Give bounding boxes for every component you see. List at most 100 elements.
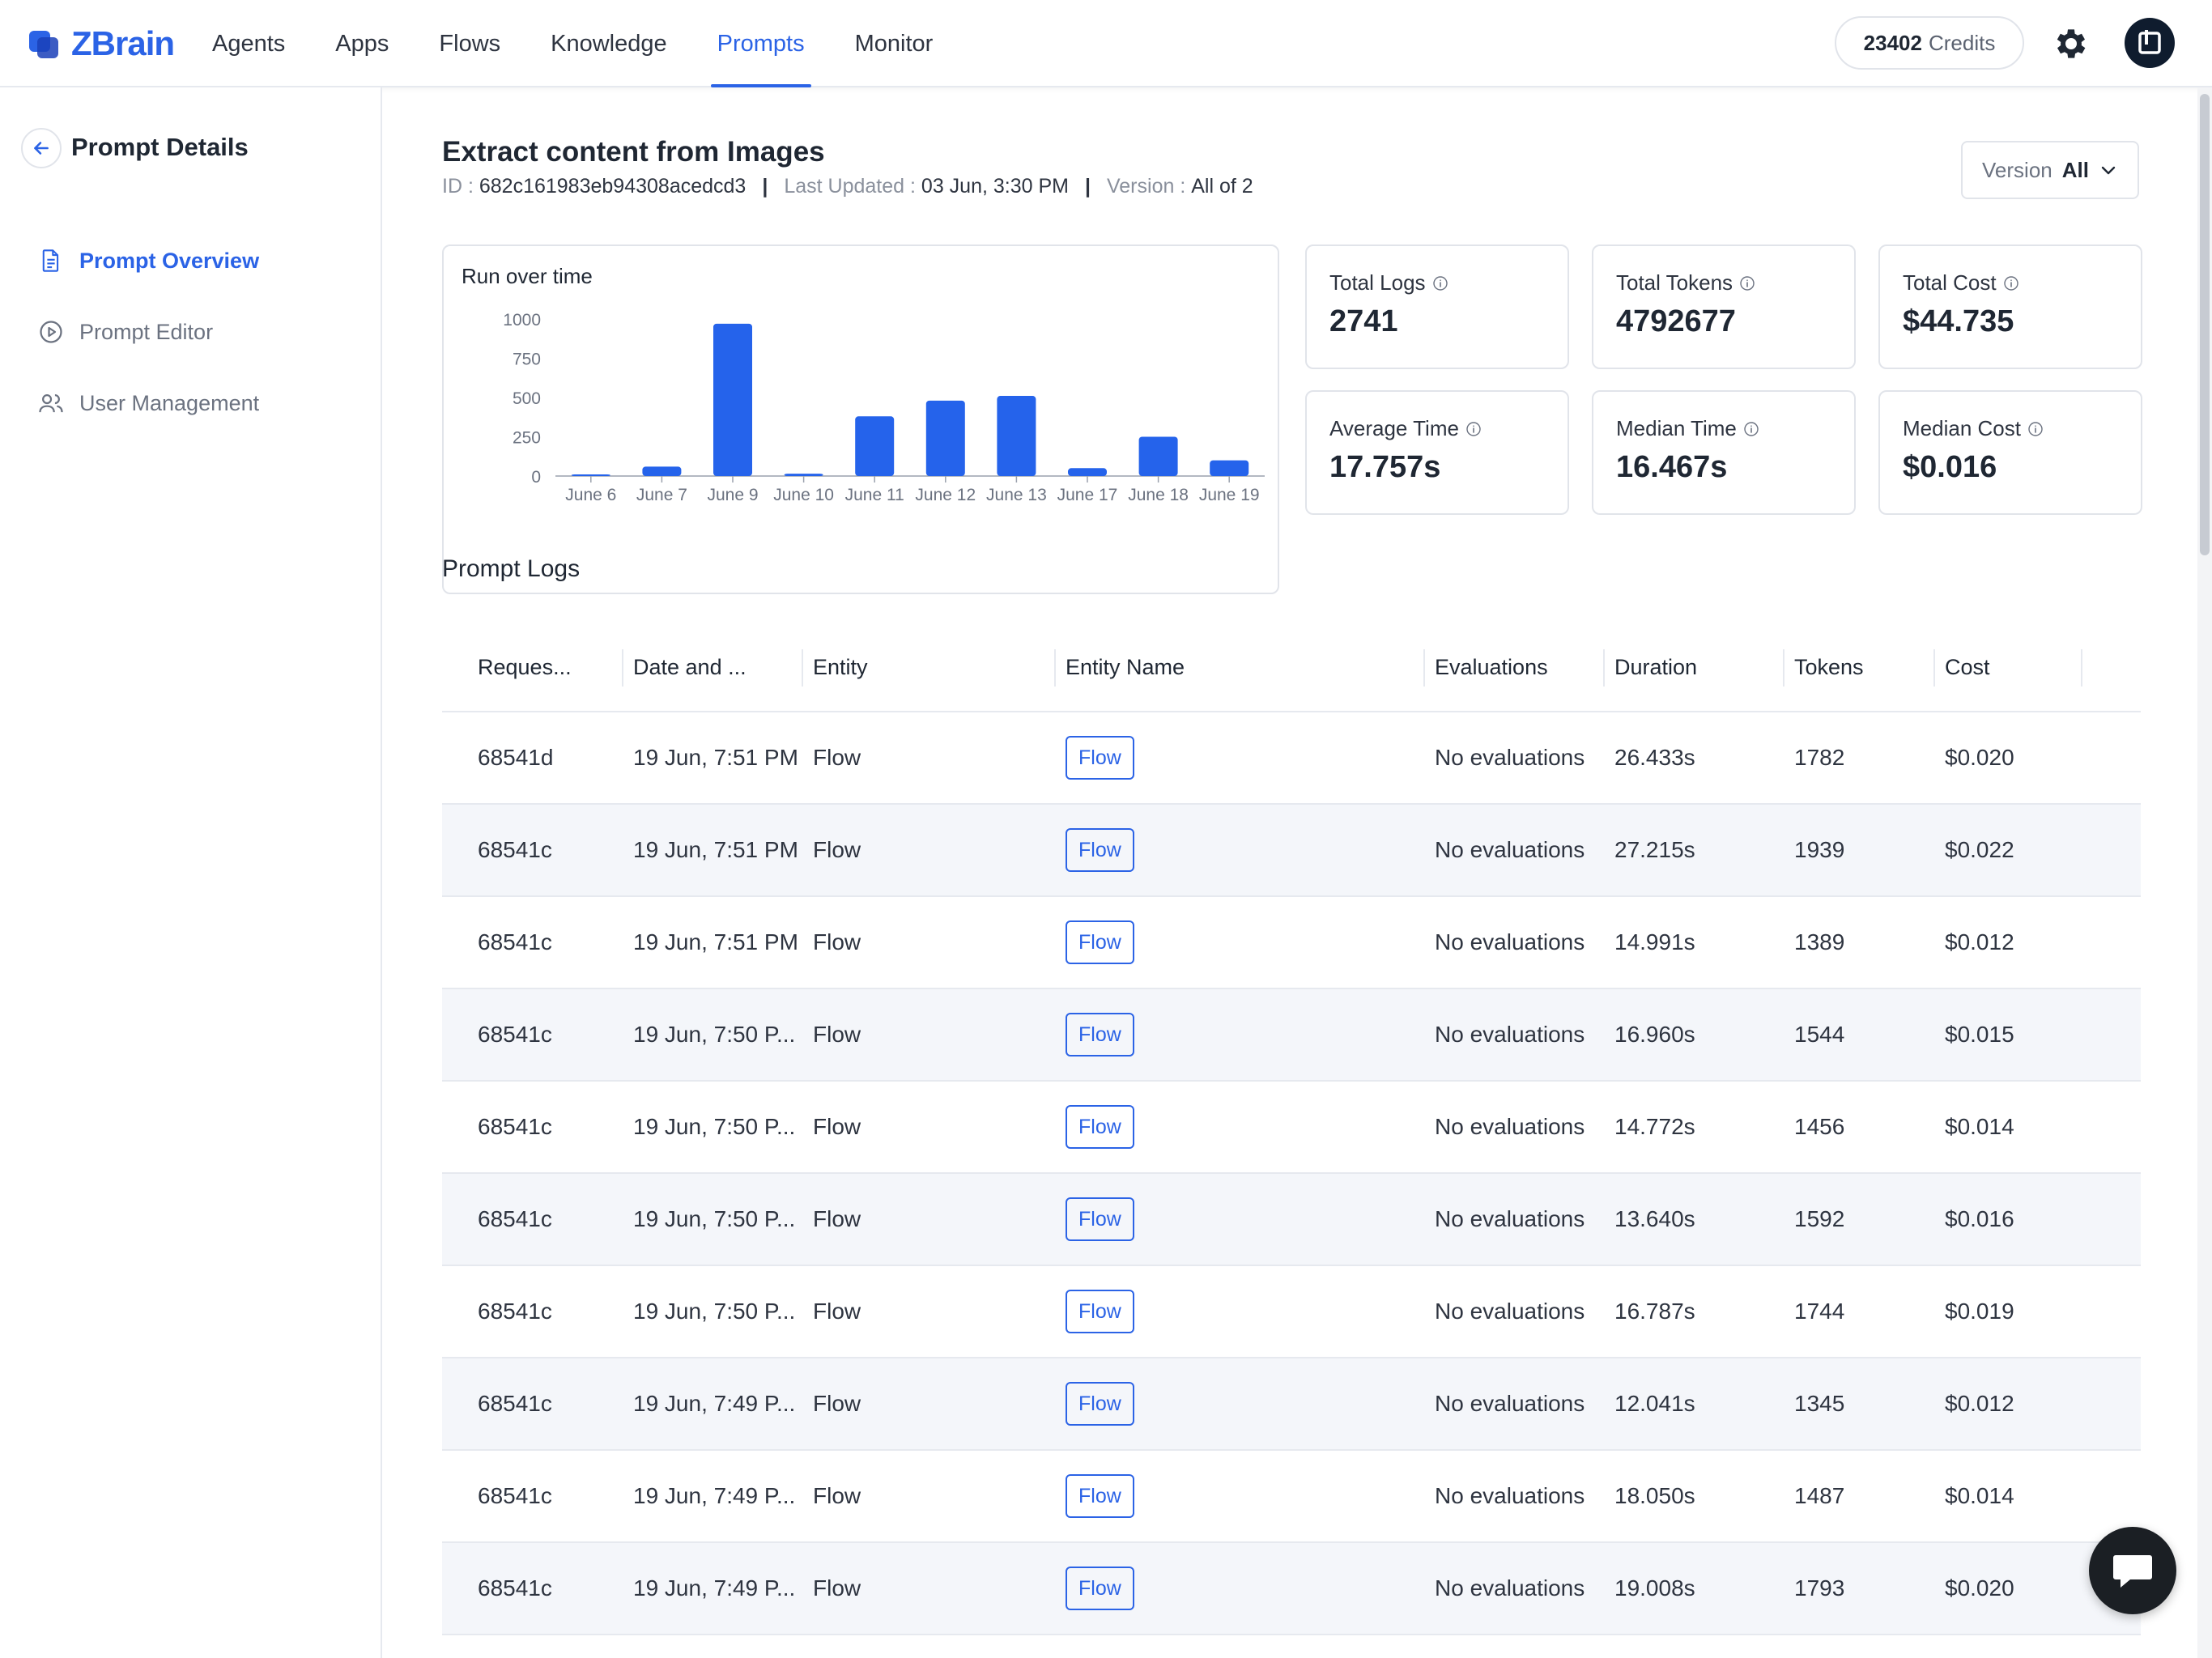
back-button[interactable]: [21, 128, 62, 168]
credits-value: 23402: [1863, 30, 1922, 55]
entity-name-tag[interactable]: Flow: [1066, 1105, 1134, 1149]
bar-june-18[interactable]: [1138, 436, 1178, 477]
column-header-duration[interactable]: Duration: [1614, 654, 1698, 679]
table-row[interactable]: 68541c 19 Jun, 7:49 P... Flow Flow No ev…: [442, 1543, 2141, 1635]
nav-item-prompts[interactable]: Prompts: [710, 0, 811, 87]
table-row[interactable]: 68541c 19 Jun, 7:50 P... Flow Flow No ev…: [442, 1082, 2141, 1174]
version-dropdown-label: Version: [1982, 157, 2052, 182]
cell-entity: Flow: [813, 929, 861, 954]
info-icon[interactable]: [1743, 421, 1759, 437]
info-icon[interactable]: [2003, 275, 2019, 291]
table-row[interactable]: 68541c 19 Jun, 7:50 P... Flow Flow No ev…: [442, 1266, 2141, 1358]
column-header-entity-name[interactable]: Entity Name: [1066, 654, 1185, 679]
bar-june-19[interactable]: [1210, 460, 1249, 476]
column-divider[interactable]: [622, 649, 623, 687]
sidebar-item-prompt-editor[interactable]: Prompt Editor: [37, 314, 213, 350]
stat-median-cost: Median Cost $0.016: [1878, 390, 2142, 515]
table-row[interactable]: 68541c 19 Jun, 7:51 PM Flow Flow No eval…: [442, 897, 2141, 989]
nav-item-knowledge[interactable]: Knowledge: [551, 30, 667, 57]
info-icon[interactable]: [2027, 421, 2044, 437]
nav-item-flows[interactable]: Flows: [439, 30, 501, 57]
bar-june-13[interactable]: [997, 396, 1036, 476]
table-row[interactable]: 68541c 19 Jun, 7:51 PM Flow Flow No eval…: [442, 805, 2141, 897]
sidebar-item-user-management[interactable]: User Management: [37, 385, 259, 421]
bar-june-12[interactable]: [925, 400, 965, 476]
chat-support-button[interactable]: [2089, 1527, 2176, 1614]
cell-duration: 14.772s: [1614, 1114, 1695, 1139]
bar-june-11[interactable]: [855, 416, 895, 476]
stat-total-cost: Total Cost $44.735: [1878, 244, 2142, 369]
table-row[interactable]: 68541c 19 Jun, 7:49 P... Flow Flow No ev…: [442, 1451, 2141, 1543]
entity-name-tag[interactable]: Flow: [1066, 1474, 1134, 1518]
column-header-evaluations[interactable]: Evaluations: [1435, 654, 1548, 679]
cell-entity: Flow: [813, 1483, 861, 1508]
entity-name-tag[interactable]: Flow: [1066, 1567, 1134, 1610]
nav-item-monitor[interactable]: Monitor: [854, 30, 934, 57]
cell-date: 19 Jun, 7:49 P...: [633, 1575, 796, 1601]
sidebar-item-prompt-overview[interactable]: Prompt Overview: [37, 243, 259, 278]
cell-entity-name: Flow: [1066, 989, 1134, 1080]
info-icon[interactable]: [1739, 275, 1755, 291]
bar-june-10[interactable]: [784, 474, 823, 476]
column-divider[interactable]: [1423, 649, 1425, 687]
entity-name-tag[interactable]: Flow: [1066, 1290, 1134, 1333]
zbrain-logo[interactable]: ZBrain: [29, 24, 175, 63]
cell-request-id: 68541d: [478, 745, 554, 770]
column-header-cost[interactable]: Cost: [1945, 654, 1990, 679]
entity-name-tag[interactable]: Flow: [1066, 1197, 1134, 1241]
column-divider[interactable]: [1783, 649, 1784, 687]
bar-june-9[interactable]: [713, 323, 752, 476]
version-dropdown[interactable]: Version All: [1961, 141, 2139, 199]
column-divider[interactable]: [1603, 649, 1605, 687]
scrollbar-thumb[interactable]: [2200, 94, 2210, 555]
bar-june-6[interactable]: [571, 474, 610, 476]
column-header-entity[interactable]: Entity: [813, 654, 868, 679]
credits-badge[interactable]: 23402 Credits: [1835, 16, 2024, 70]
entity-name-tag[interactable]: Flow: [1066, 828, 1134, 872]
cell-evaluations: No evaluations: [1435, 837, 1585, 862]
table-row[interactable]: 68541c 19 Jun, 7:49 P... Flow Flow No ev…: [442, 1358, 2141, 1451]
column-divider[interactable]: [802, 649, 803, 687]
bar-june-7[interactable]: [642, 466, 682, 476]
cell-date: 19 Jun, 7:50 P...: [633, 1022, 796, 1047]
table-row[interactable]: 68541c 19 Jun, 7:50 P... Flow Flow No ev…: [442, 989, 2141, 1082]
cell-evaluations: No evaluations: [1435, 1206, 1585, 1231]
avatar[interactable]: [2125, 18, 2175, 68]
cell-entity-name: Flow: [1066, 1451, 1134, 1541]
cell-duration: 26.433s: [1614, 745, 1695, 770]
info-icon[interactable]: [1432, 275, 1448, 291]
cell-duration: 16.787s: [1614, 1299, 1695, 1324]
column-divider[interactable]: [1054, 649, 1056, 687]
table-row[interactable]: 68541d 19 Jun, 7:51 PM Flow Flow No eval…: [442, 712, 2141, 805]
bar-june-17[interactable]: [1068, 468, 1107, 476]
stat-label: Total Cost: [1903, 270, 1997, 295]
table-row[interactable]: 68541c 19 Jun, 7:48 P... Flow Flow No ev…: [442, 1635, 2141, 1658]
sidebar-item-label: Prompt Overview: [79, 248, 260, 273]
cell-date: 19 Jun, 7:49 P...: [633, 1483, 796, 1508]
main-nav: Agents Apps Flows Knowledge Prompts Moni…: [212, 0, 983, 87]
entity-name-tag[interactable]: Flow: [1066, 1382, 1134, 1426]
cell-entity-name: Flow: [1066, 897, 1134, 988]
table-row[interactable]: 68541c 19 Jun, 7:50 P... Flow Flow No ev…: [442, 1174, 2141, 1266]
entity-name-tag[interactable]: Flow: [1066, 1013, 1134, 1056]
stat-value: 4792677: [1616, 304, 1736, 338]
x-tick-label: June 19: [1199, 486, 1260, 504]
gear-icon[interactable]: [2052, 24, 2091, 63]
cell-entity: Flow: [813, 745, 861, 770]
cell-date: 19 Jun, 7:50 P...: [633, 1114, 796, 1139]
page-scrollbar[interactable]: [2197, 87, 2212, 1658]
column-divider[interactable]: [1933, 649, 1935, 687]
column-divider[interactable]: [2081, 649, 2082, 687]
cell-tokens: 1793: [1794, 1575, 1845, 1601]
entity-name-tag[interactable]: Flow: [1066, 920, 1134, 964]
prompt-logs-table: Reques... Date and ... Entity Entity Nam…: [442, 622, 2141, 1658]
cell-evaluations: No evaluations: [1435, 929, 1585, 954]
cell-cost: $0.015: [1945, 1022, 2014, 1047]
nav-item-apps[interactable]: Apps: [335, 30, 389, 57]
info-icon[interactable]: [1465, 421, 1482, 437]
nav-item-agents[interactable]: Agents: [212, 30, 286, 57]
column-header-date[interactable]: Date and ...: [633, 654, 747, 679]
column-header-tokens[interactable]: Tokens: [1794, 654, 1864, 679]
column-header-request[interactable]: Reques...: [478, 654, 572, 679]
entity-name-tag[interactable]: Flow: [1066, 736, 1134, 780]
